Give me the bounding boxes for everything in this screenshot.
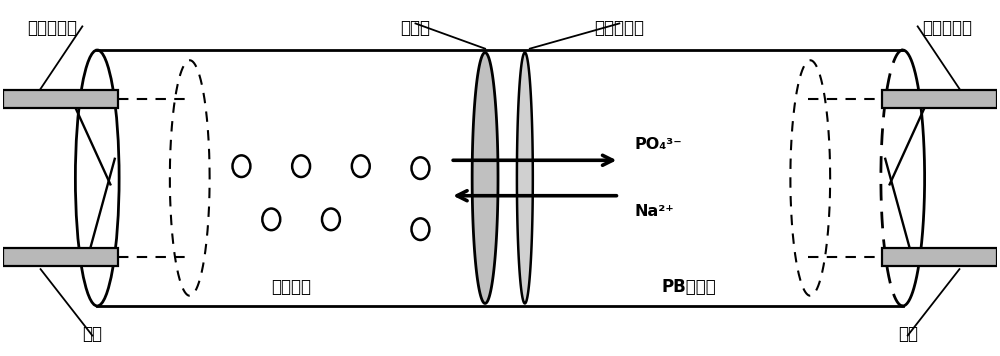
Polygon shape <box>472 53 498 303</box>
Text: 溶液注入口: 溶液注入口 <box>28 19 78 37</box>
Text: 电极: 电极 <box>898 325 918 344</box>
Text: 溶液注入口: 溶液注入口 <box>923 19 973 37</box>
Polygon shape <box>517 53 533 303</box>
Text: PB缓冲液: PB缓冲液 <box>662 278 716 296</box>
FancyBboxPatch shape <box>3 90 118 108</box>
FancyBboxPatch shape <box>882 90 997 108</box>
Text: 多孔膜: 多孔膜 <box>400 19 430 37</box>
Text: PO₄³⁻: PO₄³⁻ <box>634 137 682 152</box>
Text: Na²⁺: Na²⁺ <box>634 204 674 219</box>
Text: 抗原溶液: 抗原溶液 <box>271 278 311 296</box>
FancyBboxPatch shape <box>3 248 118 266</box>
Text: 电极: 电极 <box>82 325 102 344</box>
Text: 玻璃分离腔: 玻璃分离腔 <box>594 19 644 37</box>
FancyBboxPatch shape <box>882 248 997 266</box>
